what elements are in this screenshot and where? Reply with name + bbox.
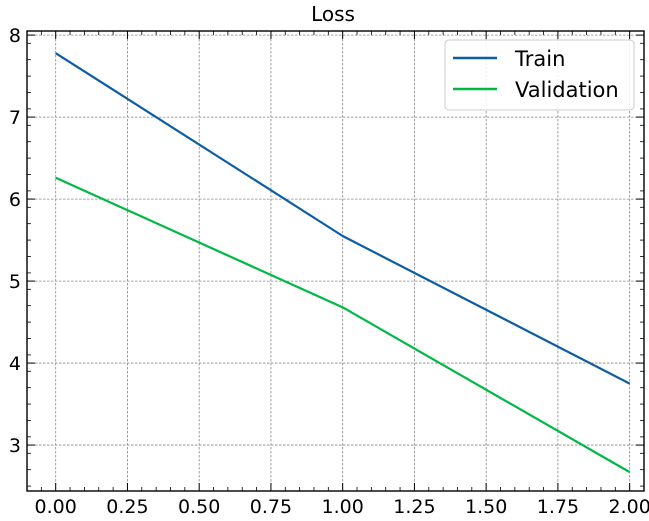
chart-title: Loss [311, 2, 355, 26]
x-tick-label: 0.25 [106, 496, 148, 518]
x-tick-label: 0.75 [250, 496, 292, 518]
plot-lines [55, 52, 631, 474]
x-tick-label: 1.00 [322, 496, 364, 518]
x-tick-label: 1.75 [537, 496, 579, 518]
x-tick-label: 0.00 [35, 496, 77, 518]
y-tick-label: 6 [9, 189, 21, 211]
axis-tick-labels: 0.00 0.25 0.50 0.75 1.00 1.25 1.50 1.75 2.00 3 4 5 6… [9, 25, 649, 518]
x-tick-label: 1.25 [393, 496, 435, 518]
y-tick-label: 3 [9, 435, 21, 457]
y-tick-label: 5 [9, 271, 21, 293]
x-tick-label: 1.50 [465, 496, 507, 518]
y-tick-label: 8 [9, 25, 21, 47]
series-line-validation [55, 176, 631, 474]
legend: Train Validation [444, 39, 635, 111]
y-tick-label: 7 [9, 107, 21, 129]
x-tick-label: 2.00 [608, 496, 649, 518]
legend-label: Validation [515, 78, 619, 102]
x-tick-label: 0.50 [178, 496, 220, 518]
legend-label: Train [514, 47, 565, 71]
series-line-train [55, 52, 631, 385]
plot-frame [26, 30, 645, 492]
y-tick-label: 4 [9, 353, 21, 375]
